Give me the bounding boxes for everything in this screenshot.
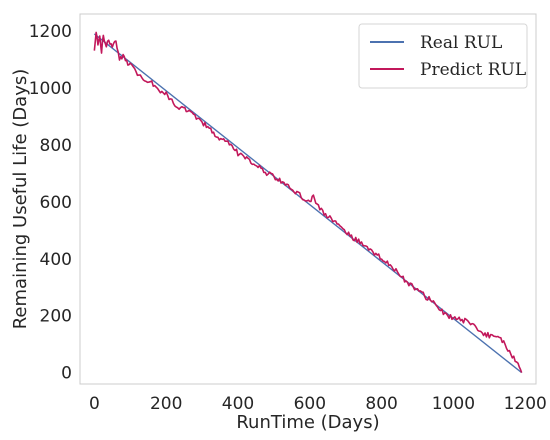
- y-tick-label: 600: [40, 193, 72, 213]
- series-layer: [93, 31, 523, 374]
- x-tick-label: 1000: [432, 394, 475, 414]
- x-axis-title: RunTime (Days): [236, 412, 379, 433]
- x-tick-labels: 0 200 400 600 800 1000 1200: [89, 394, 547, 414]
- y-tick-labels: 0 200 400 600 800 1000 1200: [29, 22, 72, 384]
- x-tick-label: 400: [222, 394, 254, 414]
- y-tick-label: 200: [40, 307, 72, 327]
- y-tick-label: 0: [61, 364, 72, 384]
- y-tick-label: 400: [40, 250, 72, 270]
- legend-real-rul-label: Real RUL: [420, 33, 502, 53]
- x-tick-label: 600: [294, 394, 326, 414]
- legend-predict-rul-label: Predict RUL: [420, 60, 526, 80]
- x-tick-label: 1200: [504, 394, 547, 414]
- y-tick-label: 1200: [29, 22, 72, 42]
- y-tick-label: 1000: [29, 79, 72, 99]
- legend: Real RUL Predict RUL: [358, 23, 528, 89]
- series-line-predict-rul: [93, 31, 523, 373]
- y-axis-title: Remaining Useful Life (Days): [10, 69, 31, 330]
- x-tick-label: 200: [150, 394, 182, 414]
- y-tick-label: 800: [40, 136, 72, 156]
- legend-box: [358, 23, 528, 89]
- x-tick-label: 800: [365, 394, 397, 414]
- x-tick-label: 0: [89, 394, 100, 414]
